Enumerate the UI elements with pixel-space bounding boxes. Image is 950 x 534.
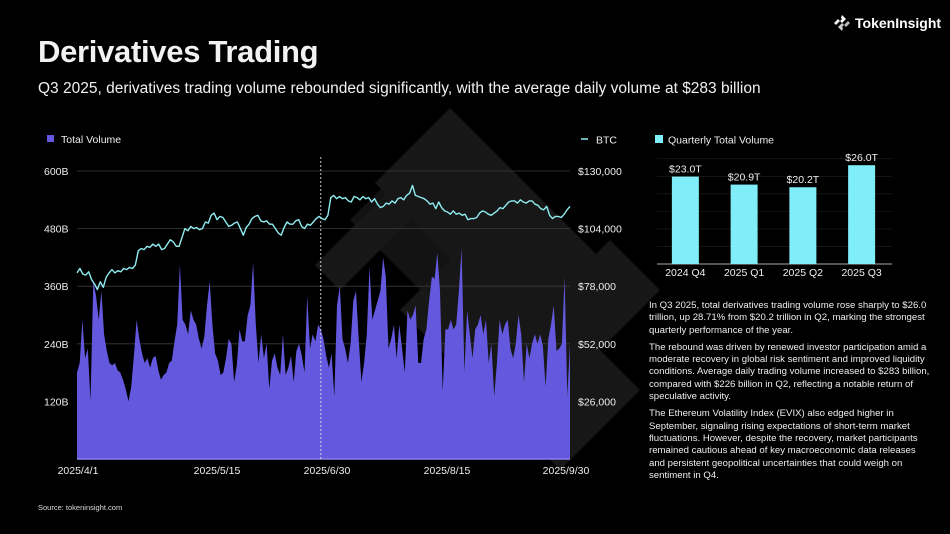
brand-logo: TokenInsight [833,14,941,32]
y-right-tick-label: $26,000 [578,396,616,408]
y-left-tick-label: 600B [44,166,69,178]
volume-btc-chart: 120B $26,000 240B $52,000 360B $78,000 480B $10… [44,134,622,477]
x-tick-label: 2025/8/15 [424,465,471,477]
y-left-tick-label: 480B [44,224,69,236]
watermark-shape [550,240,660,350]
quarterly-volume-chart: $23.0T 2024 Q4 $20.9T 2025 Q1 $20.2T 2025 Q2 $… [655,135,892,279]
page-subtitle: Q3 2025, derivatives trading volume rebo… [38,80,761,97]
logo-text: TokenInsight [855,15,942,31]
watermark-shape [315,185,420,290]
x-tick-label: 2025/4/1 [58,465,99,477]
legend-swatch-volume [47,135,54,142]
y-left-tick-label: 360B [44,281,69,293]
legend-swatch-quarterly [655,135,663,143]
btc-price-line [76,184,571,291]
watermark-shape [350,140,520,310]
page-title: Derivatives Trading [38,34,319,69]
legend-label-btc: BTC [596,135,617,147]
y-right-tick-label: $104,000 [578,224,622,236]
bar-category-label: 2025 Q2 [783,267,823,279]
y-left-tick-label: 240B [44,339,69,351]
y-left-tick-label: 120B [44,396,69,408]
description-paragraph: The rebound was driven by renewed invest… [649,341,930,403]
y-right-tick-label: $78,000 [578,281,616,293]
x-tick-label: 2025/9/30 [543,465,590,477]
y-right-tick-label: $52,000 [578,339,616,351]
bar-category-label: 2025 Q3 [841,267,881,279]
source-note: Source: tokeninsight.com [38,503,123,512]
volume-area [77,247,570,459]
y-right-tick-label: $130,000 [578,166,622,178]
bar-data-label: $20.9T [728,172,761,184]
watermark-shape [375,108,600,333]
bar-data-label: $23.0T [669,164,702,176]
quarterly-bar [671,176,699,264]
legend-label-quarterly: Quarterly Total Volume [668,135,774,147]
legend-label-volume: Total Volume [61,134,121,146]
tokeninsight-logo-icon [834,15,850,31]
description-paragraph: In Q3 2025, total derivatives trading vo… [649,300,927,336]
quarterly-bar [848,165,876,264]
bar-data-label: $26.0T [845,152,878,164]
bar-data-label: $20.2T [787,174,820,186]
quarterly-bar [730,184,758,264]
x-tick-label: 2025/5/15 [194,465,241,477]
description-paragraph: The Ethereum Volatility Index (EVIX) als… [649,408,918,481]
description-panel: In Q3 2025, total derivatives trading vo… [649,300,934,487]
bar-category-label: 2024 Q4 [665,267,705,279]
bar-category-label: 2025 Q1 [724,267,764,279]
quarterly-bar [789,187,817,264]
x-tick-label: 2025/6/30 [304,465,351,477]
